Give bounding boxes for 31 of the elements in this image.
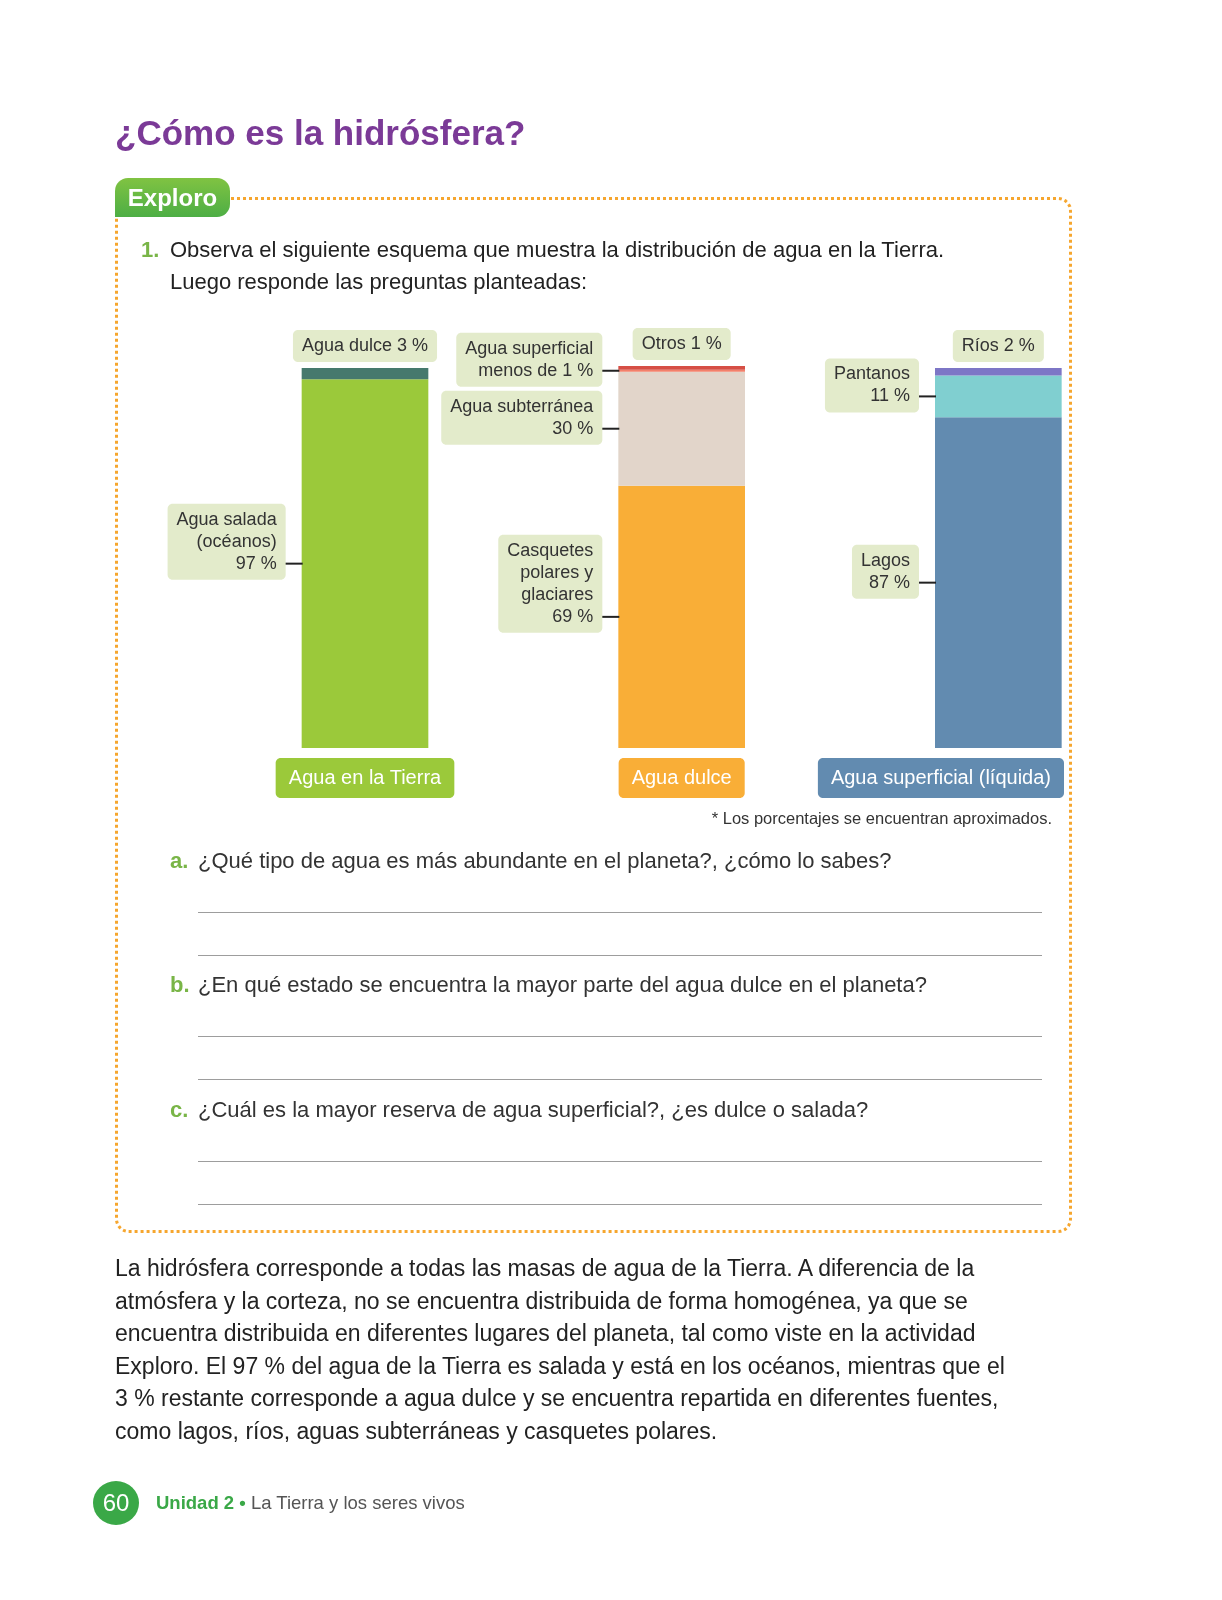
series-label: Agua subterránea xyxy=(450,395,595,416)
text: Unidad 2 • xyxy=(156,1492,247,1513)
text: Luego responde las preguntas planteadas: xyxy=(170,269,588,295)
data-label: 30 % xyxy=(552,417,594,438)
series-label: Agua superficial xyxy=(465,337,594,358)
data-label: 1 % xyxy=(690,333,722,353)
series-label: Casquetes polares y glaciares xyxy=(507,539,594,604)
x-tick-label: Agua superficial (líquida) xyxy=(830,766,1051,788)
chart-title: ¿Cómo es la hidrósfera? xyxy=(115,113,526,153)
x-tick-label: Agua en la Tierra xyxy=(288,766,443,788)
text: a. ¿Qué tipo de agua es más abundante en el planeta?, ¿cómo lo sabes? xyxy=(170,848,892,874)
series-label: Pantanos xyxy=(833,363,910,384)
x-tick-label: Agua dulce xyxy=(631,766,732,788)
series-label: Otros xyxy=(641,333,686,353)
text: b. ¿En qué estado se encuentra la mayor parte del agua dulce en el planeta? xyxy=(170,972,927,998)
series-label: Lagos xyxy=(860,549,910,570)
data-label: 3 % xyxy=(397,334,429,355)
data-label: 11 % xyxy=(870,385,910,406)
text: * Los porcentajes se encuentran aproximados. xyxy=(711,809,1052,828)
series-label: Agua salada (océanos) xyxy=(176,508,278,551)
data-label: 87 % xyxy=(868,571,910,592)
data-label: 69 % xyxy=(552,605,594,626)
data-label: menos de 1 % xyxy=(478,359,594,380)
series-label: Agua dulce xyxy=(301,334,393,355)
text: La Tierra y los seres vivos xyxy=(250,1492,465,1513)
data-label: 2 % xyxy=(1003,334,1035,355)
text: c. ¿Cuál es la mayor reserva de agua superficial?, ¿es dulce o salada? xyxy=(170,1097,869,1123)
text: La hidrósfera corresponde a todas las masas de agua de la Tierra. A diferencia de la atmósfera y la corteza, no se encuentra distribuida de forma homogénea, ya que se encuentra distribuida en diferentes lugares del planeta, tal como viste en la actividad Exploro. El 97 % del agua de la Tierra es salada y está en los océanos, mientras que el 3 % restante corresponde a agua dulce y se encuentra repartida en diferentes fuentes, como lagos, ríos, aguas subterráneas y casquetes polares. xyxy=(115,1254,1006,1446)
text: 1. Observa el siguiente esquema que muestra la distribución de agua en la Tierra. xyxy=(141,237,945,263)
data-label: 97 % xyxy=(235,552,277,573)
series-label: Ríos xyxy=(961,334,999,355)
